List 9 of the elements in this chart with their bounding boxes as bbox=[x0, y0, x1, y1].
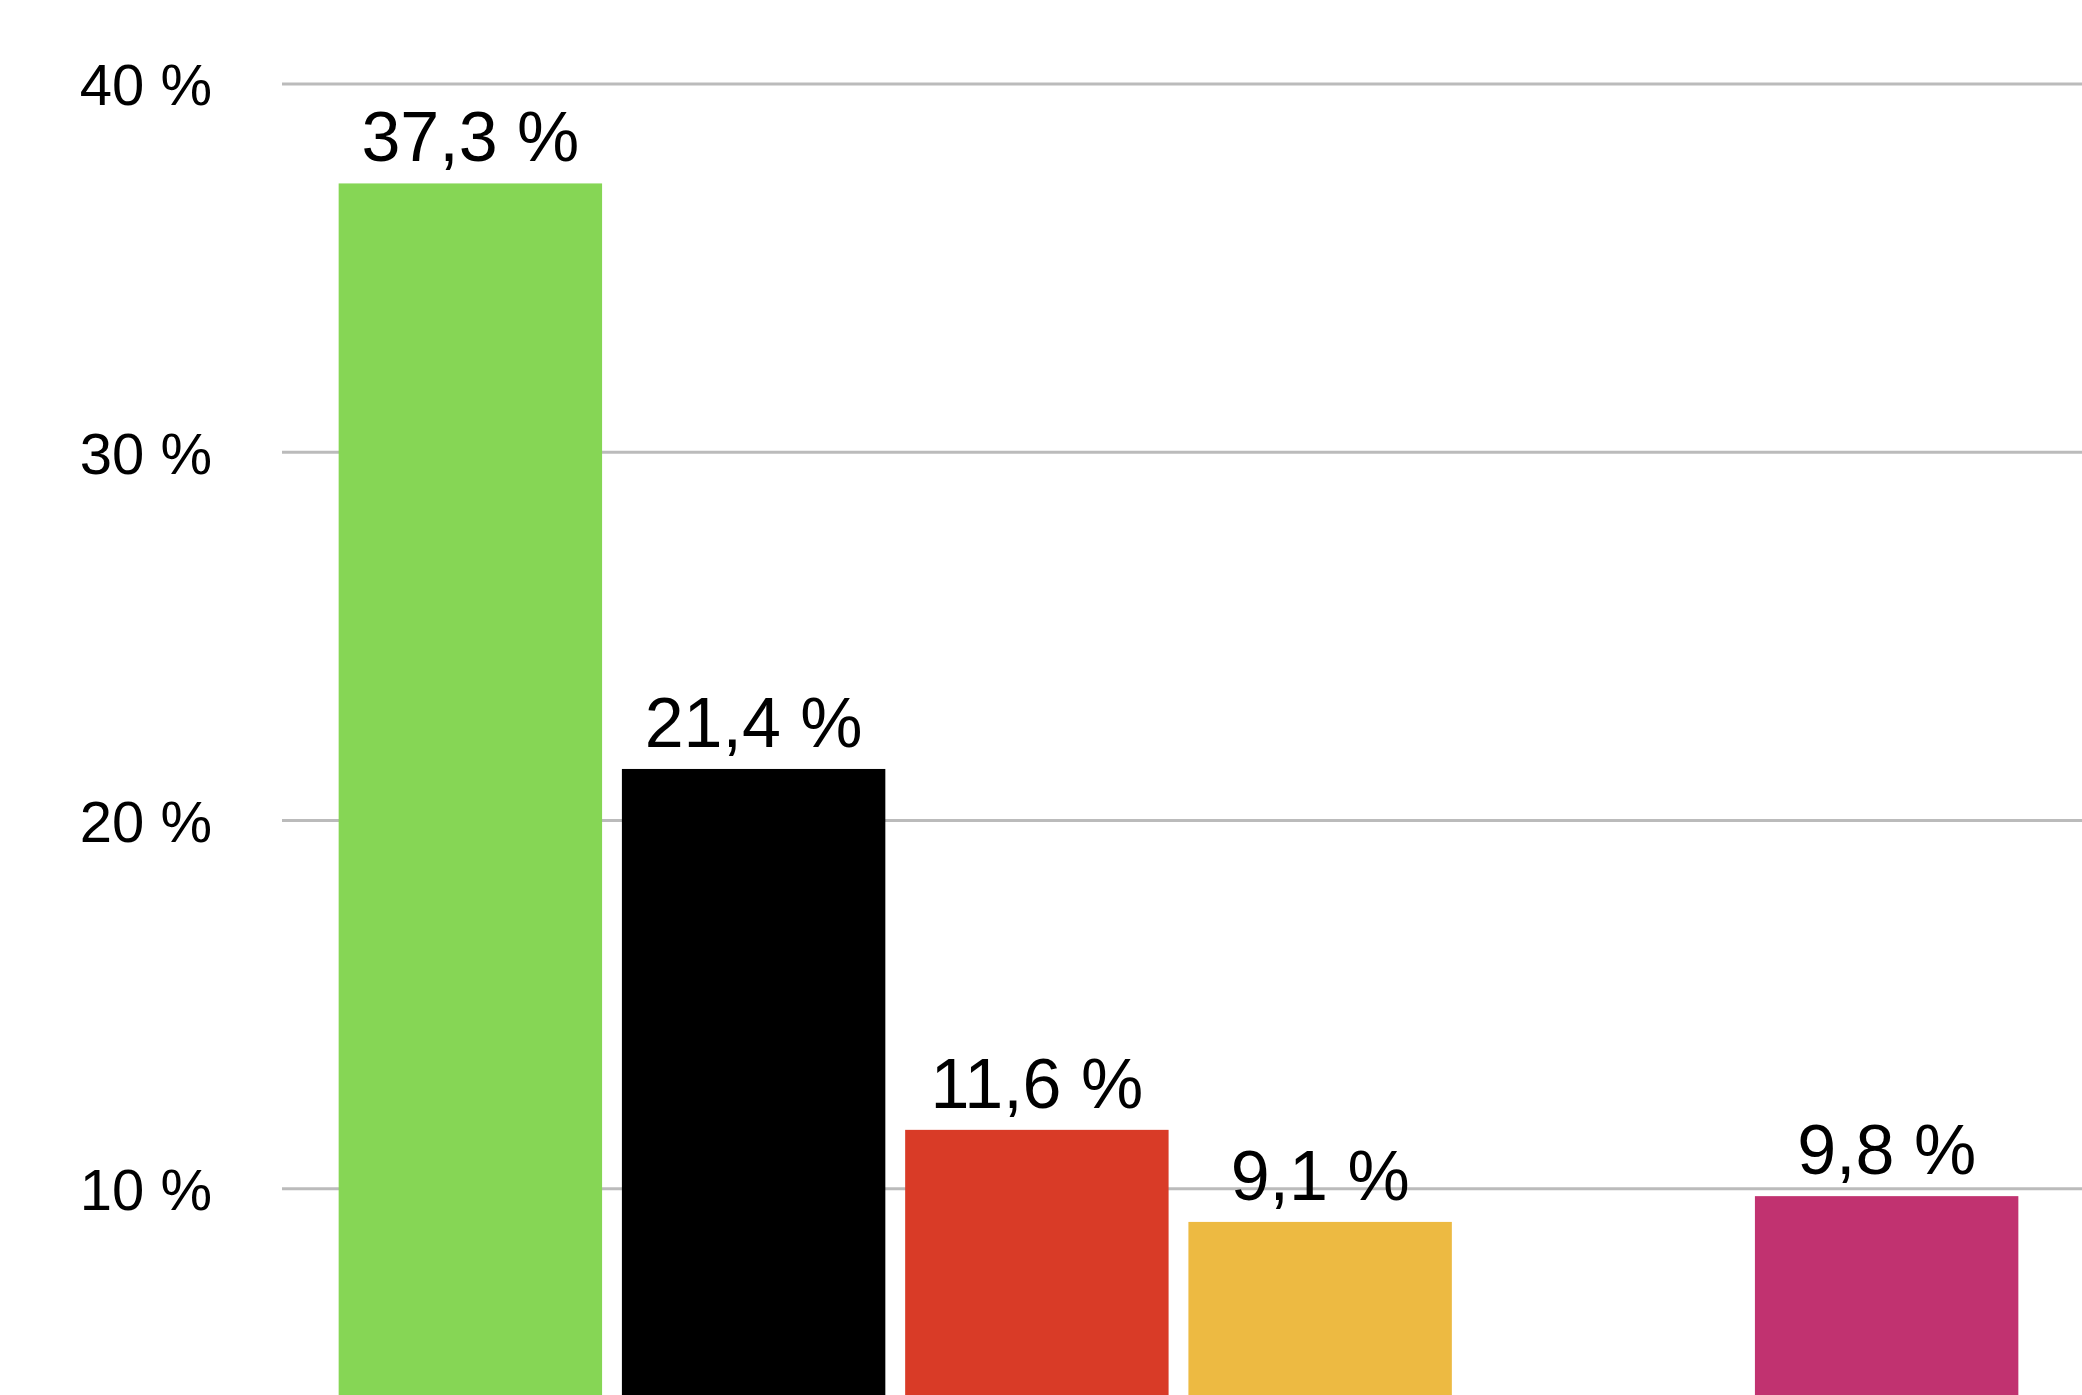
data-label: 37,3 % bbox=[361, 98, 580, 177]
y-tick-label: 30 % bbox=[79, 420, 212, 486]
data-label: 9,1 % bbox=[1230, 1136, 1410, 1215]
data-label: 9,8 % bbox=[1797, 1111, 1977, 1190]
y-tick-label: 20 % bbox=[79, 788, 212, 854]
data-label: 11,6 % bbox=[930, 1044, 1144, 1123]
y-tick-label: 40 % bbox=[79, 52, 212, 118]
data-label: 21,4 % bbox=[644, 683, 863, 762]
y-tick-label: 10 % bbox=[79, 1157, 212, 1223]
